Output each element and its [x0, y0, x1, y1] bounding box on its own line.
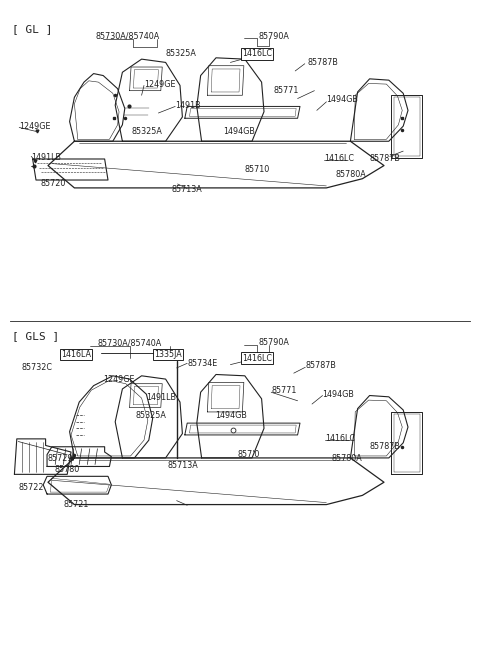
Text: 85787B: 85787B: [370, 442, 400, 451]
Text: 1416LC: 1416LC: [242, 49, 272, 58]
Text: 85721: 85721: [63, 500, 88, 509]
Text: 85720: 85720: [40, 179, 65, 189]
Text: 1416LC: 1416LC: [242, 353, 272, 363]
Text: 1494GB: 1494GB: [326, 95, 358, 104]
Text: 85734E: 85734E: [187, 359, 217, 368]
Text: 85780: 85780: [54, 465, 80, 474]
Text: 857'0: 857'0: [238, 450, 260, 459]
Text: 85780A: 85780A: [335, 170, 366, 179]
Text: 1491LB: 1491LB: [146, 393, 177, 402]
Text: 85325A: 85325A: [135, 411, 166, 420]
Text: 1416LA: 1416LA: [61, 350, 91, 359]
Text: 85790A: 85790A: [258, 32, 289, 41]
Text: 85732C: 85732C: [22, 363, 53, 373]
Text: 1494GB: 1494GB: [223, 127, 255, 136]
Text: 1249GE: 1249GE: [19, 122, 51, 131]
Text: 1494GB: 1494GB: [215, 411, 247, 420]
Text: 1416LC: 1416LC: [324, 154, 354, 164]
Text: 1491LB: 1491LB: [31, 153, 61, 162]
Text: 85713A: 85713A: [168, 461, 199, 470]
Text: 85325A: 85325A: [166, 49, 196, 58]
Text: 1335JA: 1335JA: [154, 350, 182, 359]
Text: 85787B: 85787B: [305, 361, 336, 371]
Text: 85730A/85740A: 85730A/85740A: [95, 32, 159, 41]
Text: [ GL ]: [ GL ]: [12, 24, 52, 35]
Text: 85729: 85729: [47, 454, 72, 463]
Text: 85722: 85722: [18, 483, 44, 492]
Text: 85710: 85710: [245, 165, 270, 174]
Text: 85325A: 85325A: [132, 127, 163, 136]
Text: [ GLS ]: [ GLS ]: [12, 331, 59, 342]
Text: 1491B: 1491B: [175, 101, 201, 110]
Text: 85780A: 85780A: [331, 454, 362, 463]
Text: 1249GE: 1249GE: [144, 79, 176, 89]
Text: 85787B: 85787B: [307, 58, 338, 67]
Text: 1494GB: 1494GB: [323, 390, 354, 399]
Text: 85730A/85740A: 85730A/85740A: [97, 338, 162, 348]
Text: 1249GE: 1249GE: [103, 375, 135, 384]
Text: 1416LC: 1416LC: [325, 434, 355, 443]
Text: 85790A: 85790A: [258, 338, 289, 348]
Text: 85771: 85771: [274, 86, 299, 95]
Text: 85713A: 85713A: [172, 185, 203, 194]
Text: 85771: 85771: [271, 386, 297, 396]
Text: 85787B: 85787B: [370, 154, 400, 164]
